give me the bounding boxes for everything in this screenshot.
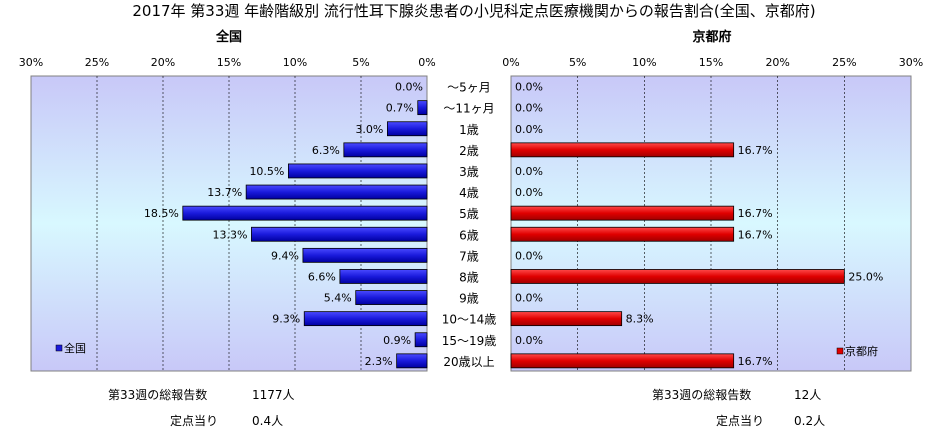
national-bar xyxy=(182,205,428,221)
kyoto-bar xyxy=(510,142,735,158)
kyoto-bar xyxy=(510,205,735,221)
chart-title: 2017年 第33週 年齢階級別 流行性耳下腺炎患者の小児科定点医療機関からの報… xyxy=(132,2,815,20)
kyoto-tick-label: 10% xyxy=(632,56,656,69)
national-data-label: 2.3% xyxy=(365,355,393,368)
kyoto-tick-label: 30% xyxy=(899,56,923,69)
national-panel-title: 全国 xyxy=(215,29,242,45)
kyoto-per-sentinel-label: 定点当り xyxy=(716,413,764,428)
national-per-sentinel-label: 定点当り xyxy=(170,413,218,428)
kyoto-data-label: 0.0% xyxy=(515,165,543,178)
national-bar xyxy=(287,163,428,179)
kyoto-legend: 京都府 xyxy=(836,344,878,358)
national-tick-label: 15% xyxy=(217,56,241,69)
category-labels: ～5ヶ月 ～11ヶ月 1歳 2歳 3歳 4歳 5歳 6歳 7歳 8歳 9歳 10～14歳 15～19歳 2… xyxy=(442,81,497,369)
kyoto-data-label: 0.0% xyxy=(515,102,543,115)
national-data-label: 6.3% xyxy=(312,144,340,157)
kyoto-total-value: 12人 xyxy=(794,388,821,402)
national-tick-label: 30% xyxy=(19,56,43,69)
kyoto-data-label: 0.0% xyxy=(515,292,543,305)
kyoto-legend-label: 京都府 xyxy=(845,344,878,358)
age-category-label: ～5ヶ月 xyxy=(447,81,491,95)
national-tick-label: 20% xyxy=(151,56,175,69)
kyoto-data-label: 16.7% xyxy=(738,144,773,157)
age-category-label: 10～14歳 xyxy=(442,313,497,327)
kyoto-legend-swatch xyxy=(836,347,844,355)
kyoto-tick-label: 15% xyxy=(699,56,723,69)
national-bar xyxy=(251,226,428,242)
national-data-label: 18.5% xyxy=(144,207,179,220)
national-bar xyxy=(343,142,428,158)
kyoto-data-label: 0.0% xyxy=(515,186,543,199)
age-category-label: 4歳 xyxy=(459,186,479,200)
age-category-label: 3歳 xyxy=(459,165,479,179)
national-tick-label: 0% xyxy=(418,56,435,69)
age-category-label: 1歳 xyxy=(459,123,479,137)
kyoto-data-label: 0.0% xyxy=(515,249,543,262)
age-category-label: 7歳 xyxy=(459,249,479,263)
national-bar xyxy=(396,353,428,369)
national-bar xyxy=(339,269,428,284)
kyoto-tick-label: 20% xyxy=(765,56,789,69)
kyoto-data-label: 16.7% xyxy=(738,207,773,220)
national-data-label: 0.0% xyxy=(395,81,423,94)
kyoto-tick-label: 25% xyxy=(832,56,856,69)
national-tick-label: 25% xyxy=(85,56,109,69)
national-data-label: 5.4% xyxy=(324,292,352,305)
national-legend-swatch xyxy=(55,344,63,352)
age-category-label: 8歳 xyxy=(459,270,479,284)
national-total-label: 第33週の総報告数 xyxy=(108,387,207,402)
kyoto-data-label: 0.0% xyxy=(515,81,543,94)
national-bar xyxy=(417,100,428,116)
national-data-label: 13.3% xyxy=(212,228,247,241)
national-data-label: 0.7% xyxy=(386,102,414,115)
kyoto-tick-label: 5% xyxy=(569,56,586,69)
national-data-label: 6.6% xyxy=(308,270,336,283)
kyoto-bar xyxy=(510,226,735,242)
national-data-label: 13.7% xyxy=(207,186,242,199)
kyoto-data-label: 16.7% xyxy=(738,355,773,368)
national-tick-label: 10% xyxy=(283,56,307,69)
kyoto-data-label: 25.0% xyxy=(848,270,883,283)
national-bar xyxy=(303,311,428,327)
national-total-value: 1177人 xyxy=(252,388,295,402)
kyoto-bar xyxy=(510,353,735,369)
age-category-label: 2歳 xyxy=(459,144,479,158)
kyoto-tick-label: 0% xyxy=(502,56,519,69)
national-data-label: 9.3% xyxy=(272,313,300,326)
kyoto-panel-title: 京都府 xyxy=(692,29,731,45)
age-category-label: ～11ヶ月 xyxy=(443,102,494,116)
national-legend: 全国 xyxy=(55,341,86,355)
national-data-label: 9.4% xyxy=(271,249,299,262)
national-data-label: 0.9% xyxy=(383,334,411,347)
age-category-label: 9歳 xyxy=(459,292,479,306)
national-data-label: 3.0% xyxy=(355,123,383,136)
age-category-label: 15～19歳 xyxy=(442,334,497,348)
kyoto-per-sentinel-value: 0.2人 xyxy=(794,414,825,428)
kyoto-data-label: 0.0% xyxy=(515,123,543,136)
kyoto-bar xyxy=(510,269,845,284)
bars xyxy=(182,100,845,369)
national-bar xyxy=(355,290,428,305)
kyoto-data-label: 0.0% xyxy=(515,334,543,347)
national-bar xyxy=(414,332,428,348)
kyoto-total-label: 第33週の総報告数 xyxy=(652,387,751,402)
tick-labels: 30% 25% 20% 15% 10% 5% 0% 0% 5% 10% 15% 20% 25% 30% xyxy=(19,56,923,69)
kyoto-data-label: 16.7% xyxy=(738,228,773,241)
age-category-label: 5歳 xyxy=(459,207,479,221)
national-bar xyxy=(245,184,428,200)
national-per-sentinel-value: 0.4人 xyxy=(252,414,283,428)
age-category-label: 20歳以上 xyxy=(443,355,494,369)
data-labels: 0.0% 0.0% 0.7% 0.0% 3.0% 0.0% 6.3% 16.7% 10.5% 0.… xyxy=(144,81,883,368)
age-category-label: 6歳 xyxy=(459,228,479,242)
kyoto-bar xyxy=(510,311,623,327)
kyoto-data-label: 8.3% xyxy=(626,313,654,326)
national-bar xyxy=(302,247,428,263)
national-data-label: 10.5% xyxy=(249,165,284,178)
national-tick-label: 5% xyxy=(352,56,369,69)
national-legend-label: 全国 xyxy=(64,341,86,355)
national-bar xyxy=(386,121,428,137)
